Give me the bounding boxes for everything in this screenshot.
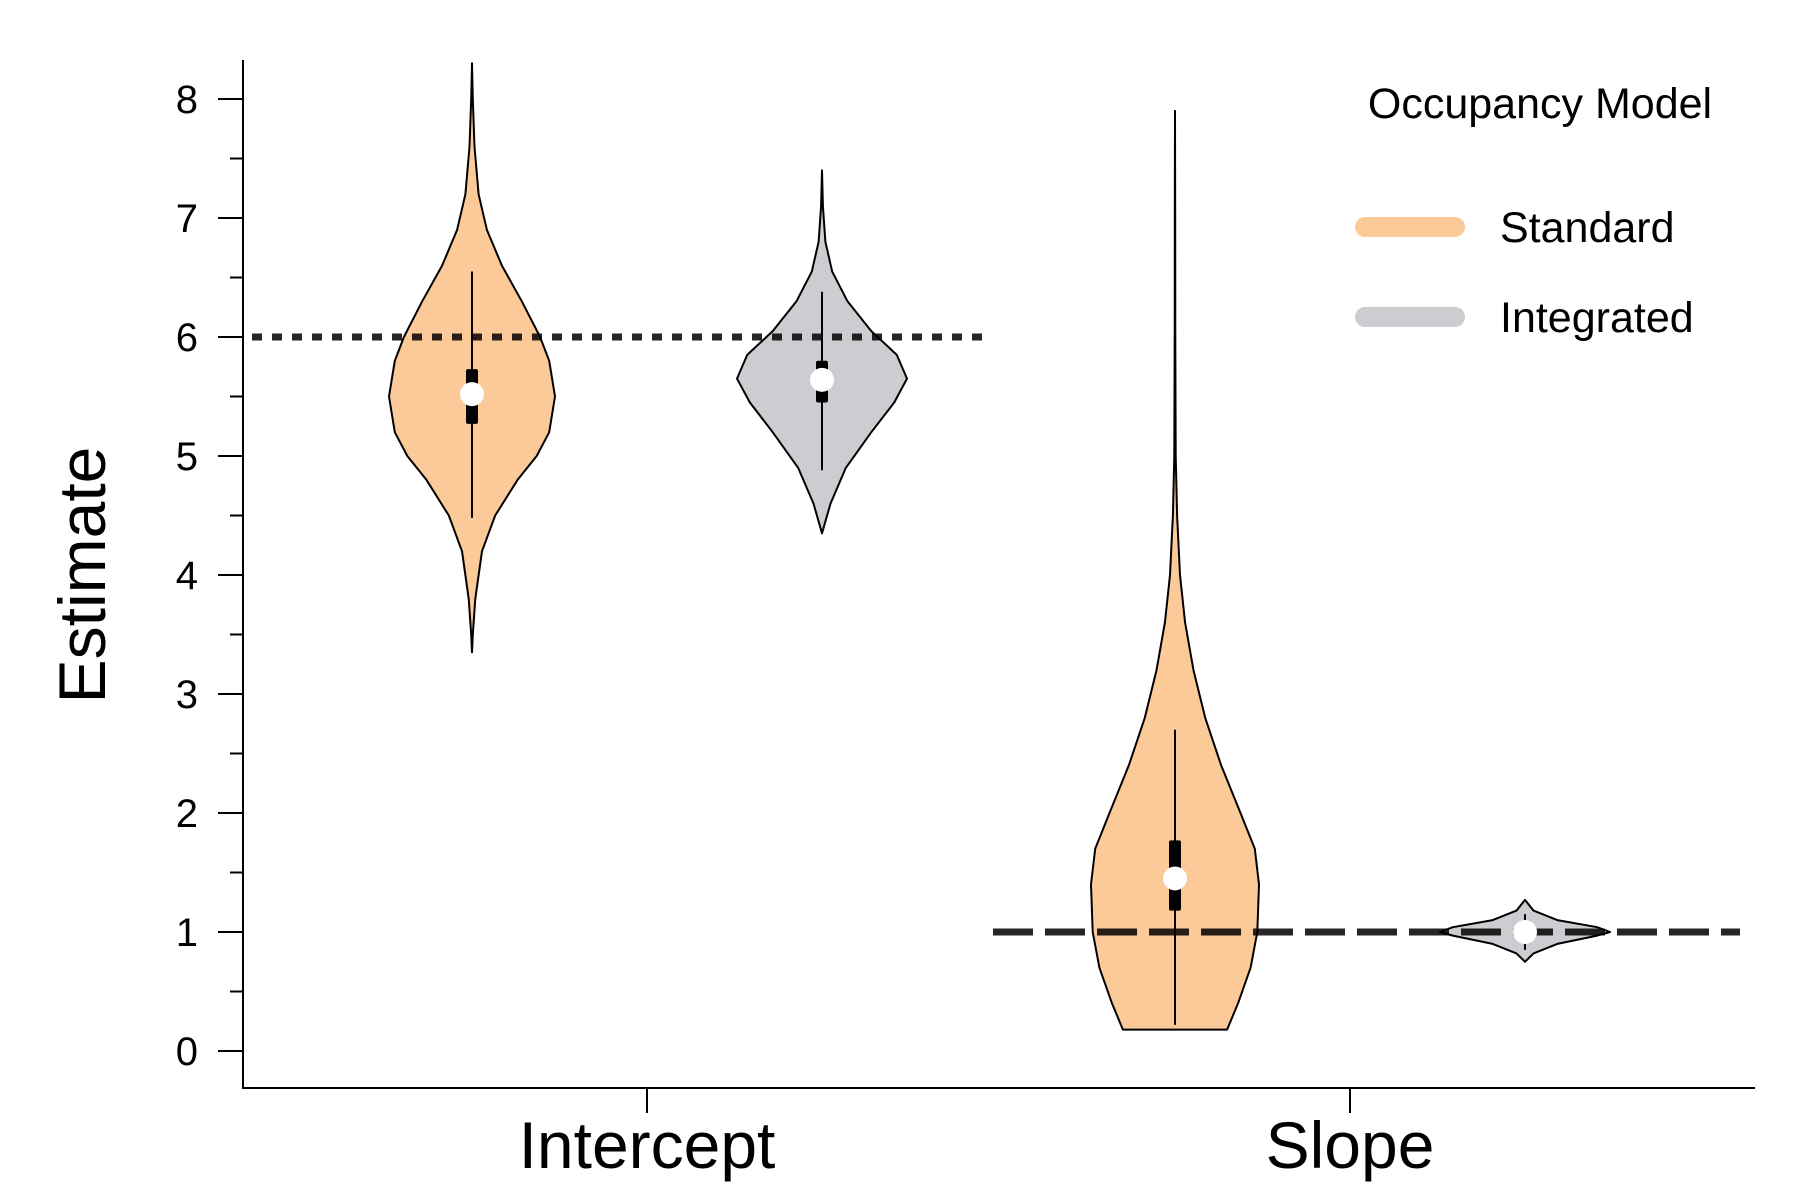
y-axis-title: Estimate [45, 447, 119, 704]
legend-label-integrated: Integrated [1500, 294, 1694, 342]
y-tick-label-8: 8 [176, 78, 198, 122]
legend-label-standard: Standard [1500, 204, 1675, 252]
y-tick-label-3: 3 [176, 673, 198, 717]
y-tick-label-5: 5 [176, 435, 198, 479]
y-tick-label-6: 6 [176, 316, 198, 360]
summary-stats-layer [460, 271, 1537, 1025]
axes [242, 60, 1755, 1089]
violin-standard-slope [1090, 109, 1260, 1031]
reference-lines-layer [252, 333, 1740, 936]
x-ticks: Intercept Slope [519, 1088, 1435, 1182]
y-tick-label-7: 7 [176, 197, 198, 241]
y-tick-label-1: 1 [176, 911, 198, 955]
median-dot-integrated-intercept [810, 367, 834, 392]
y-axis-line [242, 60, 1755, 1089]
legend-title: Occupancy Model [1368, 80, 1712, 128]
y-tick-label-2: 2 [176, 792, 198, 836]
violins-layer [388, 62, 1611, 1031]
x-tick-label-intercept: Intercept [519, 1108, 776, 1182]
y-ticks: 0 1 2 3 4 5 6 7 8 [176, 78, 243, 1074]
median-dot-standard-slope [1163, 866, 1187, 891]
y-tick-label-0: 0 [176, 1030, 198, 1074]
median-dot-standard-intercept [460, 382, 484, 407]
x-tick-label-slope: Slope [1266, 1108, 1435, 1182]
legend: Occupancy Model Standard Integrated [1355, 80, 1712, 342]
median-dot-integrated-slope [1513, 920, 1537, 944]
legend-entries: Standard Integrated [1355, 204, 1694, 342]
y-tick-label-4: 4 [176, 554, 198, 598]
